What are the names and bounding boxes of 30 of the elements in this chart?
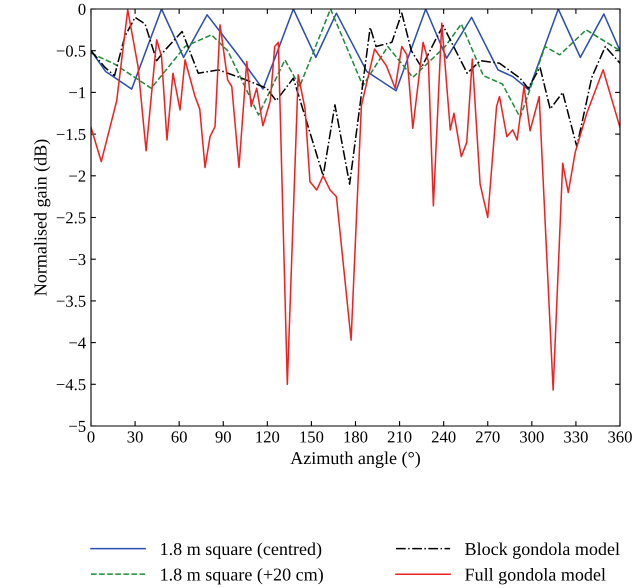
y-tick-label: 0	[78, 4, 86, 15]
x-axis-title: Azimuth angle (°)	[290, 452, 420, 468]
y-tick-label: −2	[69, 170, 86, 182]
legend-label: Full gondola model	[465, 568, 606, 584]
y-tick-label: −4.5	[56, 379, 86, 390]
x-tick-label: 210	[388, 431, 412, 443]
y-tick-label: −1.5	[56, 128, 86, 140]
x-tick-label: 0	[87, 431, 95, 443]
x-tick-label: 270	[476, 431, 500, 443]
y-tick-label: −3.5	[56, 296, 86, 307]
x-tick-label: 300	[520, 431, 544, 443]
y-tick-label: −3	[69, 254, 86, 266]
x-tick-label: 180	[344, 431, 368, 443]
x-tick-label: 60	[172, 431, 187, 443]
legend-label: 1.8 m square (+20 cm)	[161, 568, 323, 584]
x-tick-label: 360	[608, 431, 632, 443]
x-tick-label: 330	[564, 431, 588, 443]
y-tick-label: −5	[69, 420, 86, 432]
y-tick-label: −4	[69, 337, 86, 348]
y-tick-label: −2.5	[56, 212, 86, 224]
x-tick-label: 120	[256, 431, 280, 443]
legend-label: Block gondola model	[465, 542, 620, 559]
y-axis-title: Normalised gain (dB)	[34, 140, 50, 296]
x-tick-label: 90	[215, 431, 231, 443]
legend-label: 1.8 m square (centred)	[161, 542, 322, 559]
y-tick-label: −1	[69, 87, 86, 98]
y-tick-label: −0.5	[56, 45, 86, 57]
x-tick-label: 150	[300, 431, 324, 443]
x-tick-label: 30	[128, 431, 143, 443]
x-tick-label: 240	[432, 431, 456, 443]
